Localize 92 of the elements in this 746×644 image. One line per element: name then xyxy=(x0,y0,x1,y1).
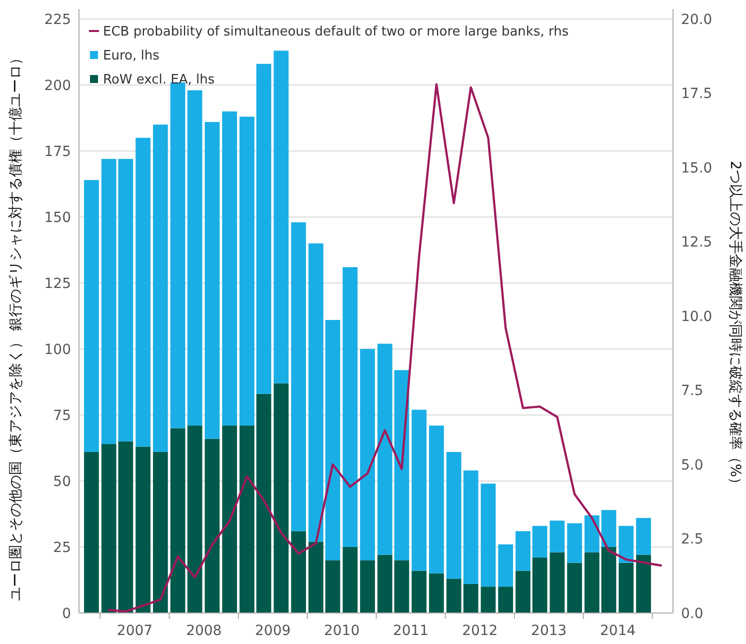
y-tick-label: 125 xyxy=(44,276,71,292)
bar xyxy=(429,573,444,613)
bar xyxy=(584,515,600,552)
bar xyxy=(377,554,392,613)
bar xyxy=(222,426,238,613)
y2-tick-label: 20.0 xyxy=(681,12,712,28)
bar xyxy=(84,452,99,613)
bar xyxy=(532,558,548,613)
bar xyxy=(567,523,582,563)
bar xyxy=(342,547,358,613)
y-tick-label: 200 xyxy=(44,78,71,94)
y2-axis-title: 2つ以上の大手金融機関が同時に破綻する確率（%） xyxy=(727,160,743,492)
y-tick-label: 75 xyxy=(53,408,71,424)
bar xyxy=(187,90,202,426)
bar xyxy=(152,452,168,613)
y2-tick-label: 2.5 xyxy=(681,532,704,548)
y2-tick-label: 0.0 xyxy=(681,606,704,622)
y2-tick-label: 7.5 xyxy=(681,383,704,400)
bar xyxy=(636,554,651,613)
bar xyxy=(498,544,514,587)
y2-tick-label: 12.5 xyxy=(681,234,712,251)
bar xyxy=(618,562,634,613)
x-tick-label: 2010 xyxy=(324,623,360,639)
bar xyxy=(187,426,202,613)
x-tick-label: 2014 xyxy=(600,623,636,639)
bar xyxy=(498,586,514,613)
bar xyxy=(360,349,375,560)
y2-tick-label: 17.5 xyxy=(681,86,712,102)
y-tick-label: 100 xyxy=(44,342,71,358)
bar xyxy=(256,64,272,394)
bar xyxy=(274,50,289,384)
y-axis-title: ユーロ圏とその他の国（東アジアを除く） 銀行のギリシャに対する債権（十億ユーロ） xyxy=(8,50,24,602)
bar xyxy=(480,484,496,587)
bar xyxy=(618,526,634,563)
bar xyxy=(446,452,462,579)
x-tick-label: 2013 xyxy=(531,623,567,639)
bar xyxy=(412,410,427,571)
bar xyxy=(463,584,478,613)
bar xyxy=(463,470,478,584)
x-tick-label: 2011 xyxy=(392,623,429,639)
bar xyxy=(532,526,548,558)
bar xyxy=(584,552,600,613)
bar xyxy=(170,428,186,613)
bar xyxy=(636,518,651,555)
bar xyxy=(204,122,220,439)
y2-tick-label: 5.0 xyxy=(681,457,704,474)
bar xyxy=(325,320,340,560)
y-tick-label: 175 xyxy=(44,144,71,160)
y-tick-label: 50 xyxy=(53,474,71,490)
bar xyxy=(152,124,168,452)
x-tick-label: 2008 xyxy=(186,623,222,639)
line-series xyxy=(108,83,662,613)
bar xyxy=(240,426,254,613)
x-tick-label: 2009 xyxy=(255,623,291,639)
bar xyxy=(516,570,530,613)
bar xyxy=(394,560,410,613)
legend-label: ECB probability of simultaneous default of two or more large banks, rhs xyxy=(103,24,569,40)
bar xyxy=(240,116,254,426)
bar xyxy=(550,520,565,552)
y-tick-label: 225 xyxy=(44,12,71,28)
x-tick-label: 2007 xyxy=(116,623,153,639)
bar xyxy=(601,510,616,547)
bar xyxy=(480,586,496,613)
y-tick-label: 0 xyxy=(62,606,71,622)
bar xyxy=(291,531,306,613)
bar xyxy=(136,446,150,613)
y-tick-label: 150 xyxy=(44,210,71,226)
bar xyxy=(136,138,150,447)
y2-tick-label: 15.0 xyxy=(681,160,712,176)
bar xyxy=(308,542,324,613)
bar xyxy=(291,222,306,532)
bar xyxy=(274,383,289,613)
bar xyxy=(412,570,427,613)
x-tick-label: 2012 xyxy=(462,623,498,639)
bar xyxy=(601,547,616,613)
bar xyxy=(567,562,582,613)
bar xyxy=(256,394,272,613)
bar xyxy=(222,111,238,426)
legend-label: Euro, lhs xyxy=(103,48,160,64)
bar xyxy=(325,560,340,613)
bar xyxy=(360,560,375,613)
bar xyxy=(550,552,565,613)
y2-tick-label: 10.0 xyxy=(681,308,712,325)
bar xyxy=(342,267,358,547)
bar xyxy=(308,243,324,542)
bar xyxy=(516,531,530,571)
y-tick-label: 25 xyxy=(53,540,71,556)
bar xyxy=(204,438,220,613)
bar xyxy=(84,180,99,452)
bar xyxy=(429,426,444,574)
bar xyxy=(446,578,462,613)
bar xyxy=(377,344,392,555)
